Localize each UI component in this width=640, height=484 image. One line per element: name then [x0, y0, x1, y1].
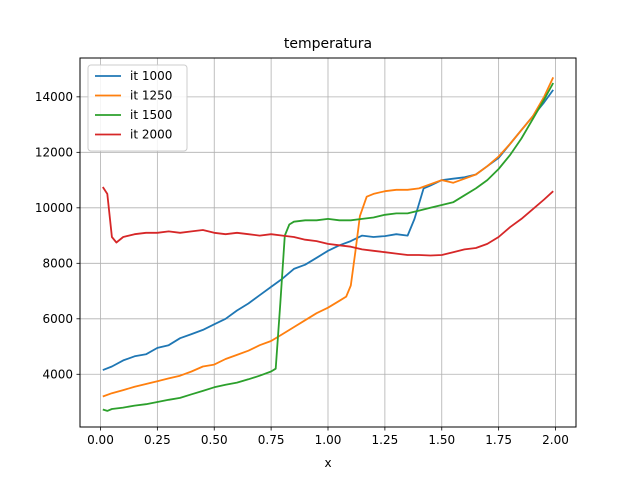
legend-label: it 1000: [130, 69, 172, 83]
x-tick-label: 0.75: [258, 433, 285, 447]
grid: [80, 58, 576, 427]
legend-box: [87, 64, 188, 152]
y-tick-label: 10000: [35, 201, 73, 215]
x-tick-label: 0.25: [144, 433, 171, 447]
y-tick-label: 12000: [35, 145, 73, 159]
x-tick-label: 2.00: [542, 433, 569, 447]
x-tick-label: 0.50: [201, 433, 228, 447]
x-axis-label: x: [324, 456, 331, 470]
series-line-it-1500: [102, 82, 554, 412]
series-line-it-1250: [102, 77, 555, 398]
x-tick-label: 1.50: [428, 433, 455, 447]
axis-ticks: 0.00 0.25 0.50 0.75 1.00 1.25 1.50 1.75 2.00 4000…: [35, 90, 569, 447]
x-tick-label: 1.25: [372, 433, 399, 447]
legend-label: it 1500: [130, 108, 172, 122]
chart-title: temperatura: [284, 36, 372, 52]
legend: it 1000 it 1250 it 1500 it 2000: [87, 64, 188, 152]
series-group: [102, 77, 555, 412]
x-tick-label: 0.00: [87, 433, 114, 447]
x-tick-label: 1.75: [485, 433, 512, 447]
legend-label: it 2000: [130, 128, 172, 142]
x-tick-label: 1.00: [315, 433, 342, 447]
y-tick-label: 4000: [42, 367, 73, 381]
legend-label: it 1250: [130, 89, 172, 103]
series-line-it-2000: [102, 186, 554, 257]
y-tick-label: 6000: [42, 312, 73, 326]
y-tick-label: 14000: [35, 90, 73, 104]
y-tick-label: 8000: [42, 256, 73, 270]
